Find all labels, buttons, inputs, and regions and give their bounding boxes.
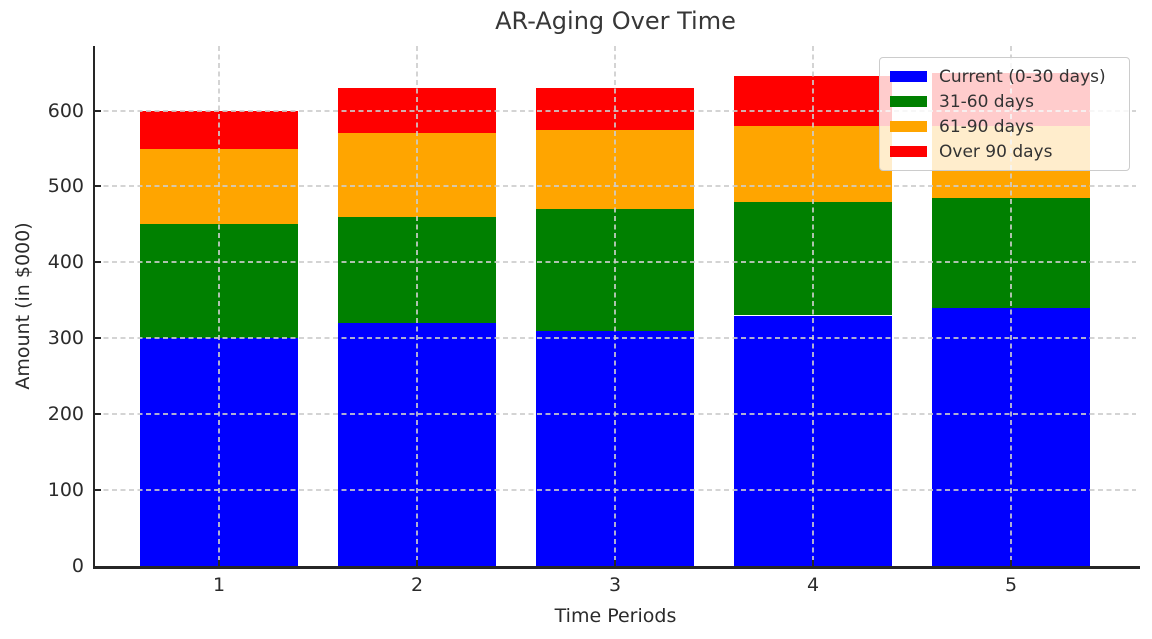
grid-line-x-4 — [812, 46, 814, 566]
legend: Current (0-30 days) 31-60 days 61-90 days O… — [879, 57, 1130, 171]
y-tick-mark-300 — [95, 337, 101, 340]
y-tick-label-300: 300 — [47, 327, 84, 350]
x-tick-mark-5 — [1010, 560, 1012, 566]
y-tick-label-500: 500 — [47, 175, 84, 198]
y-tick-mark-200 — [95, 413, 101, 416]
x-tick-mark-1 — [218, 560, 220, 566]
y-tick-label-100: 100 — [47, 479, 84, 502]
legend-item-label: Current (0-30 days) — [939, 66, 1106, 87]
legend-swatch-31-60-days — [890, 96, 927, 107]
legend-item-label: 31-60 days — [939, 91, 1034, 112]
y-tick-mark-600 — [95, 109, 101, 112]
legend-swatch-61-90-days — [890, 121, 927, 132]
legend-item: Current (0-30 days) — [890, 64, 1119, 89]
grid-line-x-1 — [218, 46, 220, 566]
grid-line-x-3 — [614, 46, 616, 566]
chart-title: AR-Aging Over Time — [495, 7, 736, 35]
legend-item-label: 61-90 days — [939, 116, 1034, 137]
x-tick-mark-4 — [812, 560, 814, 566]
y-tick-mark-500 — [95, 185, 101, 188]
x-tick-label-4: 4 — [806, 574, 820, 596]
x-tick-mark-3 — [614, 560, 616, 566]
y-tick-mark-100 — [95, 489, 101, 492]
legend-item: 31-60 days — [890, 89, 1119, 114]
x-tick-label-5: 5 — [1004, 574, 1018, 596]
x-tick-label-2: 2 — [410, 574, 424, 596]
x-axis-label: Time Periods — [554, 605, 677, 627]
y-axis-label: Amount (in $000) — [12, 222, 34, 390]
y-tick-label-200: 200 — [47, 403, 84, 426]
y-axis-spine — [93, 46, 95, 568]
plot-area — [95, 46, 1136, 566]
legend-item: Over 90 days — [890, 139, 1119, 164]
grid-line-x-2 — [416, 46, 418, 566]
x-tick-mark-2 — [416, 560, 418, 566]
legend-item-label: Over 90 days — [939, 141, 1053, 162]
y-tick-label-0: 0 — [71, 555, 84, 577]
y-tick-label-400: 400 — [47, 251, 84, 274]
y-tick-mark-400 — [95, 261, 101, 264]
legend-swatch-current-0-30-days- — [890, 71, 927, 82]
x-tick-label-3: 3 — [608, 574, 622, 596]
x-tick-label-1: 1 — [212, 574, 226, 596]
legend-item: 61-90 days — [890, 114, 1119, 139]
grid-line-x-5 — [1010, 46, 1012, 566]
x-axis-spine — [93, 566, 1140, 569]
legend-swatch-over-90-days — [890, 146, 927, 157]
y-tick-label-600: 600 — [47, 99, 84, 122]
